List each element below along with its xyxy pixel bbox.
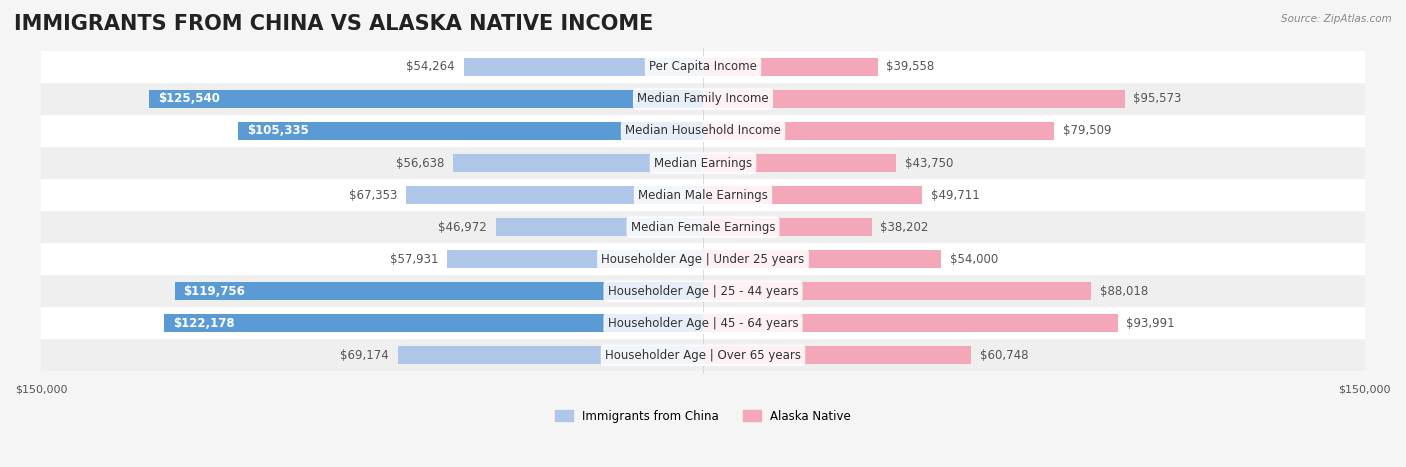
Bar	[238, 122, 703, 140]
Bar	[447, 250, 703, 268]
Text: $122,178: $122,178	[173, 317, 235, 330]
Text: $43,750: $43,750	[905, 156, 953, 170]
Bar	[41, 115, 1365, 147]
Text: Householder Age | 25 - 44 years: Householder Age | 25 - 44 years	[607, 285, 799, 297]
Bar	[703, 347, 972, 364]
Bar	[703, 218, 872, 236]
Text: $88,018: $88,018	[1099, 285, 1149, 297]
Text: $79,509: $79,509	[1063, 125, 1111, 137]
Bar	[41, 339, 1365, 371]
Bar	[41, 83, 1365, 115]
Text: $119,756: $119,756	[184, 285, 246, 297]
Text: $69,174: $69,174	[340, 349, 389, 362]
Bar	[703, 90, 1125, 108]
Bar	[703, 283, 1091, 300]
Bar	[41, 307, 1365, 339]
Bar	[41, 243, 1365, 275]
Text: $67,353: $67,353	[349, 189, 396, 202]
Bar	[703, 122, 1053, 140]
Bar	[165, 314, 703, 332]
Text: Median Earnings: Median Earnings	[654, 156, 752, 170]
Bar	[149, 90, 703, 108]
Text: IMMIGRANTS FROM CHINA VS ALASKA NATIVE INCOME: IMMIGRANTS FROM CHINA VS ALASKA NATIVE I…	[14, 14, 654, 34]
Text: Source: ZipAtlas.com: Source: ZipAtlas.com	[1281, 14, 1392, 24]
Bar	[41, 211, 1365, 243]
Text: $57,931: $57,931	[389, 253, 439, 266]
Bar	[41, 147, 1365, 179]
Bar	[41, 51, 1365, 83]
Text: $49,711: $49,711	[931, 189, 980, 202]
Text: $95,573: $95,573	[1133, 92, 1182, 106]
Bar	[464, 58, 703, 76]
Text: $38,202: $38,202	[880, 220, 929, 234]
Text: $54,000: $54,000	[950, 253, 998, 266]
Text: Per Capita Income: Per Capita Income	[650, 60, 756, 73]
Bar	[41, 179, 1365, 211]
Text: $46,972: $46,972	[439, 220, 486, 234]
Text: $39,558: $39,558	[886, 60, 935, 73]
Bar	[406, 186, 703, 204]
Bar	[174, 283, 703, 300]
Bar	[703, 314, 1118, 332]
Bar	[703, 154, 896, 172]
Text: Householder Age | Under 25 years: Householder Age | Under 25 years	[602, 253, 804, 266]
Text: $93,991: $93,991	[1126, 317, 1175, 330]
Text: Median Male Earnings: Median Male Earnings	[638, 189, 768, 202]
Text: Median Female Earnings: Median Female Earnings	[631, 220, 775, 234]
Bar	[703, 58, 877, 76]
Bar	[453, 154, 703, 172]
Text: Householder Age | Over 65 years: Householder Age | Over 65 years	[605, 349, 801, 362]
Text: $56,638: $56,638	[396, 156, 444, 170]
Text: $105,335: $105,335	[247, 125, 309, 137]
Text: Median Household Income: Median Household Income	[626, 125, 780, 137]
Text: Householder Age | 45 - 64 years: Householder Age | 45 - 64 years	[607, 317, 799, 330]
Bar	[703, 186, 922, 204]
Text: Median Family Income: Median Family Income	[637, 92, 769, 106]
Bar	[398, 347, 703, 364]
Text: $54,264: $54,264	[406, 60, 454, 73]
Bar	[41, 275, 1365, 307]
Bar	[496, 218, 703, 236]
Bar	[703, 250, 941, 268]
Text: $60,748: $60,748	[980, 349, 1028, 362]
Text: $125,540: $125,540	[157, 92, 219, 106]
Legend: Immigrants from China, Alaska Native: Immigrants from China, Alaska Native	[551, 405, 855, 427]
